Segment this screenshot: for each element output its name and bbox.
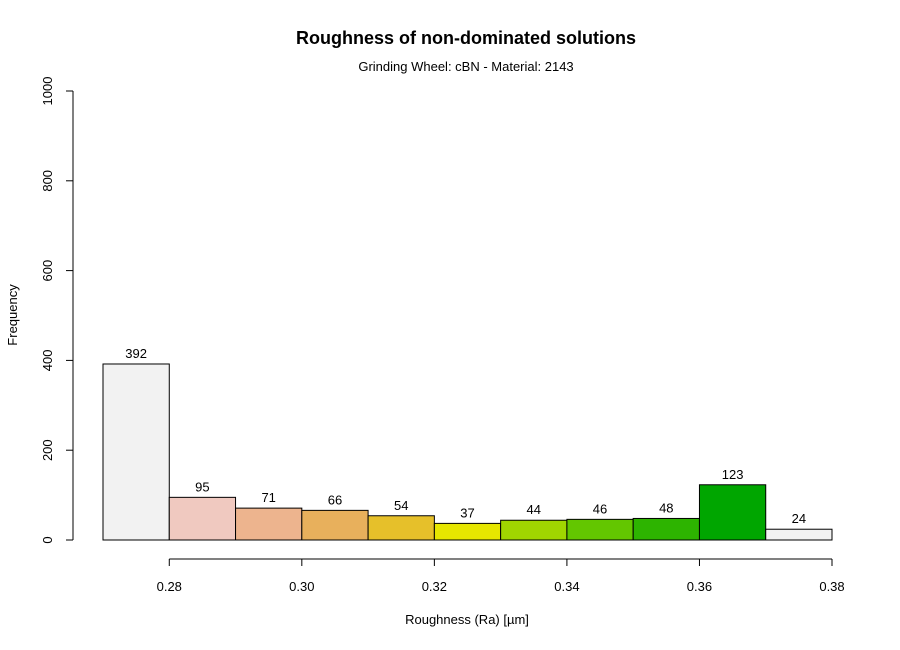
- x-tick-label: 0.36: [687, 579, 712, 594]
- histogram-bar: [168, 496, 237, 541]
- bar-value-label: 71: [261, 490, 275, 505]
- bar-value-label: 37: [460, 505, 474, 520]
- histogram-bar: [500, 519, 568, 541]
- x-tick-label: 0.28: [157, 579, 182, 594]
- bar-value-label: 48: [659, 500, 673, 515]
- histogram-bar: [433, 522, 502, 541]
- y-axis: 0 200 400 600 800 1000: [40, 77, 74, 544]
- x-axis-label: Roughness (Ra) [µm]: [405, 612, 529, 627]
- chart-title: Roughness of non-dominated solutions: [296, 28, 636, 48]
- x-tick-label: 0.38: [819, 579, 844, 594]
- bar-value-label: 24: [792, 511, 806, 526]
- y-tick-label: 600: [40, 260, 55, 282]
- bar-value-label: 46: [593, 501, 607, 516]
- x-tick-label: 0.34: [554, 579, 579, 594]
- histogram-bar: [765, 528, 833, 541]
- x-tick-label: 0.32: [422, 579, 447, 594]
- bar-value-label: 95: [195, 479, 209, 494]
- bars-group: [102, 363, 833, 541]
- histogram-bar: [235, 507, 303, 541]
- x-axis: 0.28 0.30 0.32 0.34 0.36 0.38: [157, 558, 845, 594]
- histogram-bar: [367, 515, 435, 541]
- y-tick-label: 1000: [40, 77, 55, 106]
- bar-value-label: 44: [527, 502, 541, 517]
- histogram-bar: [566, 518, 634, 541]
- y-tick-label: 200: [40, 439, 55, 461]
- bar-value-label: 66: [328, 492, 342, 507]
- histogram-bar: [698, 484, 767, 541]
- bar-labels-group: 392 95 71 66 54 37 44 46 48 123 24: [125, 346, 806, 526]
- histogram-bar: [102, 363, 170, 541]
- bar-value-label: 54: [394, 498, 408, 513]
- histogram-bar: [632, 517, 700, 541]
- x-tick-label: 0.30: [289, 579, 314, 594]
- histogram-bar: [301, 509, 369, 541]
- y-axis-label: Frequency: [5, 284, 20, 346]
- y-tick-label: 0: [40, 536, 55, 543]
- bar-value-label: 392: [125, 346, 147, 361]
- y-tick-label: 400: [40, 350, 55, 372]
- bar-value-label: 123: [722, 467, 744, 482]
- y-tick-label: 800: [40, 170, 55, 192]
- chart-subtitle: Grinding Wheel: cBN - Material: 2143: [358, 59, 573, 74]
